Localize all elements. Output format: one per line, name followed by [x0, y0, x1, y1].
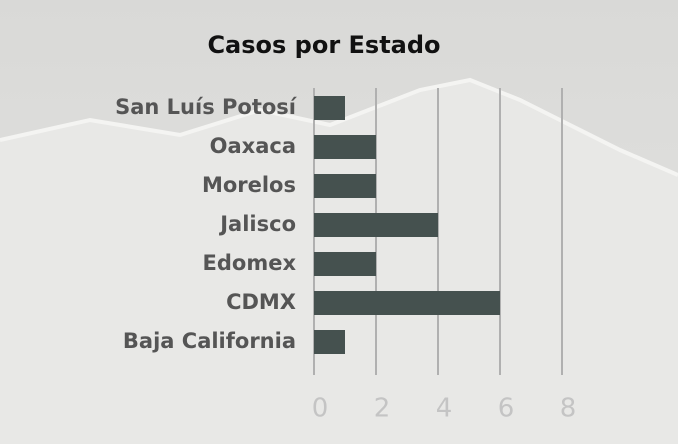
y-tick-label: Morelos: [202, 173, 296, 197]
y-tick-label: Edomex: [203, 251, 297, 275]
paper-edge: [0, 77, 678, 177]
x-tick-label: 8: [560, 394, 577, 424]
bar: [314, 174, 376, 198]
x-tick-label: 6: [498, 394, 515, 424]
bar: [314, 291, 500, 315]
bar: [314, 213, 438, 237]
bar: [314, 96, 345, 120]
bar: [314, 135, 376, 159]
bar: [314, 330, 345, 354]
y-tick-label: Oaxaca: [210, 134, 296, 158]
x-tick-label: 0: [312, 394, 329, 424]
chart-title: Casos por Estado: [207, 31, 440, 59]
y-tick-label: Jalisco: [218, 212, 296, 236]
y-tick-label: San Luís Potosí: [115, 95, 298, 119]
bar: [314, 252, 376, 276]
x-tick-label: 4: [436, 394, 453, 424]
y-tick-label: Baja California: [123, 329, 296, 353]
y-tick-label: CDMX: [226, 290, 296, 314]
x-tick-label: 2: [374, 394, 391, 424]
